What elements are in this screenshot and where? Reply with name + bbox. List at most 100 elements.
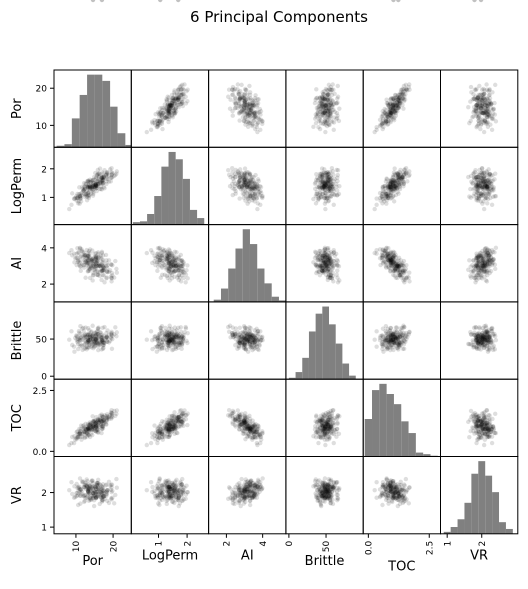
scatter-point xyxy=(251,103,256,109)
scatter-point xyxy=(155,121,160,126)
panel-por-vs-por xyxy=(53,69,132,148)
scatter-point xyxy=(317,273,323,278)
scatter-point xyxy=(167,104,172,110)
scatter-point xyxy=(236,179,242,184)
panel-toc-vs-por xyxy=(53,378,132,458)
scatter-point xyxy=(174,250,179,255)
scatter-point xyxy=(327,114,332,119)
scatter-point xyxy=(230,325,235,330)
scatter-point xyxy=(226,94,231,99)
scatter-point xyxy=(320,109,325,115)
scatter-point xyxy=(247,103,253,108)
scatter-point xyxy=(475,183,480,189)
scatter-point xyxy=(158,117,164,122)
hist-bar xyxy=(302,357,309,380)
scatter-point xyxy=(325,92,331,97)
scatter-point xyxy=(178,83,184,89)
scatter-point xyxy=(235,105,240,111)
scatter-point xyxy=(315,113,320,118)
scatter-point xyxy=(335,100,340,105)
scatter-point xyxy=(158,110,163,116)
scatter-point xyxy=(163,114,169,120)
scatter-point xyxy=(330,107,335,113)
scatter-point xyxy=(171,108,176,114)
scatter-point xyxy=(323,97,328,102)
scatter-point xyxy=(253,114,258,120)
scatter-point xyxy=(80,434,85,439)
hist-bar xyxy=(342,363,350,380)
scatter-point xyxy=(245,96,250,101)
scatter-point xyxy=(241,95,246,101)
scatter-point xyxy=(171,98,176,104)
scatter-point xyxy=(241,420,246,425)
scatter-point xyxy=(175,95,180,101)
scatter-point xyxy=(327,102,332,108)
scatter-point xyxy=(178,101,183,107)
scatter-point xyxy=(391,106,396,111)
scatter-point xyxy=(164,107,170,112)
scatter-point xyxy=(328,112,333,117)
scatter-point xyxy=(109,331,114,336)
scatter-point xyxy=(318,99,324,104)
scatter-point xyxy=(184,88,189,94)
scatter-point xyxy=(466,104,471,110)
scatter-point xyxy=(168,100,173,106)
scatter-point xyxy=(67,337,72,342)
scatter-point xyxy=(82,187,88,192)
hist-bar xyxy=(308,331,316,380)
scatter-point xyxy=(245,182,250,188)
scatter-point xyxy=(233,105,238,111)
scatter-point xyxy=(176,96,181,101)
scatter-point xyxy=(320,95,325,101)
scatter-point xyxy=(72,260,77,265)
scatter-point xyxy=(489,326,495,331)
scatter-point xyxy=(77,430,83,436)
scatter-point xyxy=(100,325,105,331)
scatter-point xyxy=(324,100,329,105)
scatter-point xyxy=(484,279,490,284)
scatter-point xyxy=(245,111,250,116)
scatter-point xyxy=(168,110,174,115)
scatter-point xyxy=(475,188,480,194)
scatter-point xyxy=(328,187,333,192)
hist-bar xyxy=(117,133,126,148)
scatter-point xyxy=(487,92,492,98)
scatter-point xyxy=(241,106,247,111)
chart-title: 6 Principal Components xyxy=(190,8,368,26)
scatter-point xyxy=(159,428,165,433)
scatter-point xyxy=(104,334,109,339)
scatter-point xyxy=(237,88,243,94)
scatter-point xyxy=(158,113,164,118)
scatter-point xyxy=(250,103,256,108)
scatter-point xyxy=(176,103,181,108)
scatter-point xyxy=(172,253,177,259)
scatter-point xyxy=(144,250,149,256)
scatter-point xyxy=(245,196,251,202)
scatter-point xyxy=(319,94,325,99)
scatter-point xyxy=(467,341,472,347)
scatter-point xyxy=(69,202,74,208)
scatter-point xyxy=(374,344,379,349)
scatter-point xyxy=(248,107,254,112)
hist-bar xyxy=(322,306,330,380)
scatter-point xyxy=(175,97,180,102)
scatter-point xyxy=(150,435,155,440)
scatter-point xyxy=(485,201,490,206)
scatter-point xyxy=(174,100,179,106)
scatter-point xyxy=(488,269,494,274)
scatter-point xyxy=(478,117,483,123)
scatter-point xyxy=(168,106,174,111)
scatter-point xyxy=(247,110,252,116)
scatter-point xyxy=(317,103,323,108)
scatter-point xyxy=(320,90,325,95)
scatter-point xyxy=(230,84,236,90)
scatter-point xyxy=(158,424,163,429)
scatter-point xyxy=(166,95,172,100)
scatter-point xyxy=(407,279,412,284)
scatter-point xyxy=(164,116,170,121)
scatter-point xyxy=(83,275,88,280)
scatter-point xyxy=(335,113,340,118)
scatter-point xyxy=(246,106,252,111)
scatter-point xyxy=(252,117,257,123)
scatter-point xyxy=(312,116,318,121)
